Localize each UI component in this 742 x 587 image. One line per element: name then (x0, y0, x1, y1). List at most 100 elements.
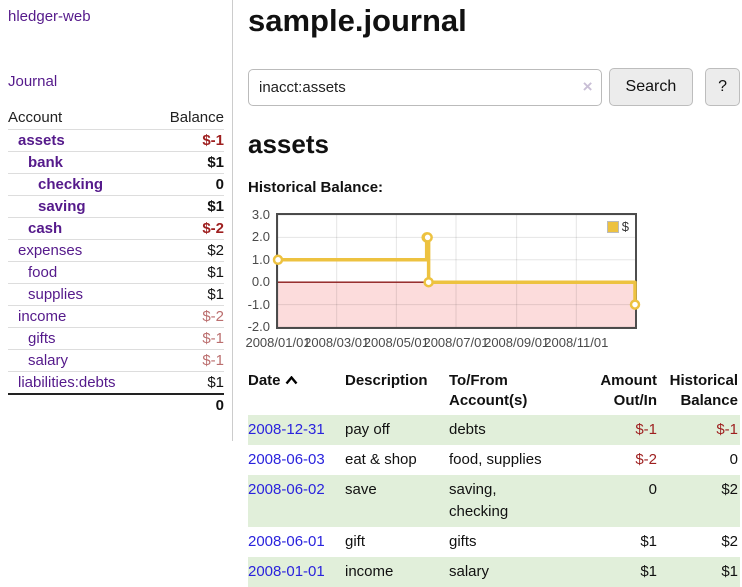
account-link[interactable]: bank (28, 154, 64, 171)
account-balance: $1 (207, 154, 224, 171)
register-row: 2008-12-31 pay off debts $-1 $-1 (248, 415, 740, 445)
x-axis-label: 2008/05/01 (363, 335, 429, 350)
transaction-description: save (345, 481, 377, 498)
account-link[interactable]: supplies (28, 286, 84, 303)
data-point-marker (629, 299, 641, 310)
y-axis-labels: 3.0 2.0 1.0 0.0 -1.0 -2.0 (248, 207, 272, 334)
transaction-date-link[interactable]: 2008-06-02 (248, 481, 325, 498)
account-balance: $-1 (202, 132, 224, 149)
account-row: income $-2 (8, 305, 224, 328)
y-axis-label: -2.0 (247, 319, 270, 334)
y-axis-label: 3.0 (251, 207, 270, 222)
account-row: bank $1 (8, 151, 224, 174)
account-balance: $2 (207, 242, 224, 259)
account-row: checking 0 (8, 173, 224, 196)
account-link[interactable]: assets (18, 132, 65, 149)
register-header-balance: Historical Balance (669, 372, 738, 409)
account-balance: $1 (207, 286, 224, 303)
x-axis-label: 2008/11/01 (544, 335, 609, 350)
transaction-balance: $1 (721, 563, 738, 580)
account-link[interactable]: cash (28, 220, 63, 237)
transaction-balance: $2 (721, 481, 738, 498)
transaction-accounts: gifts (449, 533, 477, 550)
transaction-accounts: debts (449, 421, 486, 438)
sidebar: hledger-web Journal Account Balance asse… (0, 0, 233, 441)
register-header-description: Description (345, 372, 428, 389)
transaction-balance: 0 (729, 451, 738, 468)
register-row: 2008-01-01 income salary $1 $1 (248, 557, 740, 587)
sort-asc-icon (285, 371, 298, 391)
accounts-total: 0 (151, 393, 224, 416)
data-point-marker (422, 232, 433, 243)
account-row: food $1 (8, 261, 224, 284)
transaction-accounts: saving, checking (449, 481, 509, 520)
transaction-amount: 0 (648, 481, 657, 498)
account-balance: $-2 (202, 220, 224, 237)
transaction-amount: $1 (640, 533, 657, 550)
historical-balance-chart: 3.0 2.0 1.0 0.0 -1.0 -2.0 $ 2008/01/01 2008/03… (245, 205, 648, 355)
accounts-header-account: Account (8, 109, 63, 126)
account-link[interactable]: gifts (28, 330, 56, 347)
register-row: 2008-06-02 save saving, checking 0 $2 (248, 475, 740, 527)
account-balance: $-1 (202, 352, 224, 369)
transaction-accounts: salary (449, 563, 490, 580)
transaction-date-link[interactable]: 2008-01-01 (248, 563, 325, 580)
chart-canvas (272, 214, 641, 328)
x-axis-label: 2008/09/01 (484, 335, 550, 350)
transaction-date-link[interactable]: 2008-12-31 (248, 421, 325, 438)
y-axis-label: 1.0 (251, 251, 270, 267)
transaction-amount: $-2 (635, 451, 657, 468)
account-balance: 0 (215, 176, 224, 193)
data-point-marker (423, 276, 434, 288)
transaction-accounts: food, supplies (449, 451, 542, 468)
register-row: 2008-06-03 eat & shop food, supplies $-2… (248, 445, 740, 475)
transaction-description: gift (345, 533, 366, 550)
account-link[interactable]: income (18, 308, 67, 325)
legend-label: $ (621, 219, 629, 234)
account-balance: $1 (207, 264, 224, 281)
app-title-link[interactable]: hledger-web (8, 8, 91, 25)
account-link[interactable]: liabilities:debts (18, 374, 116, 391)
transaction-date-link[interactable]: 2008-06-01 (248, 533, 325, 550)
account-link[interactable]: saving (38, 198, 86, 215)
chart-section-label: Historical Balance: (248, 179, 384, 196)
y-axis-label: 2.0 (251, 229, 270, 245)
account-balance: $-1 (202, 330, 224, 347)
register-header-accounts: To/From Account(s) (449, 372, 528, 409)
y-axis-label: 0.0 (251, 274, 270, 290)
register-header-amount: Amount Out/In (600, 372, 657, 409)
account-link[interactable]: expenses (18, 242, 83, 259)
x-axis-label: 2008/07/01 (423, 335, 489, 350)
account-row: expenses $2 (8, 239, 224, 262)
data-point-marker (272, 254, 284, 266)
account-heading: assets (248, 129, 329, 159)
account-balance: $1 (207, 198, 224, 215)
transaction-date-link[interactable]: 2008-06-03 (248, 451, 325, 468)
account-link[interactable]: checking (38, 176, 104, 193)
accounts-header-balance: Balance (169, 109, 224, 126)
account-balance: $-2 (202, 308, 224, 325)
clear-search-icon[interactable]: × (582, 76, 593, 96)
accounts-table: Account Balance assets $-1 bank $1 checkin… (8, 106, 224, 416)
account-row: salary $-1 (8, 349, 224, 372)
search-input[interactable] (248, 68, 602, 106)
chart-legend: $ (604, 218, 631, 235)
account-link[interactable]: food (28, 264, 58, 281)
sidebar-item-journal[interactable]: Journal (8, 73, 58, 90)
register-header-date[interactable]: Date (248, 369, 345, 415)
help-button[interactable]: ? (705, 68, 740, 106)
main-content: sample.journal × Search ? assets Histori… (245, 0, 740, 587)
account-row: assets $-1 (8, 129, 224, 152)
account-row: saving $1 (8, 195, 224, 218)
register-table: Date Description To/From Account(s) Amou… (248, 369, 740, 587)
accounts-total-row: 0 (8, 393, 224, 416)
transaction-description: pay off (345, 421, 390, 438)
account-link[interactable]: salary (28, 352, 69, 369)
page-title: sample.journal (248, 3, 467, 38)
legend-swatch (606, 220, 619, 233)
search-form: × Search ? (248, 68, 740, 106)
account-row: supplies $1 (8, 283, 224, 306)
chart-plot-area: $ (272, 213, 641, 329)
account-balance: $1 (207, 374, 224, 391)
search-button[interactable]: Search (608, 68, 694, 106)
